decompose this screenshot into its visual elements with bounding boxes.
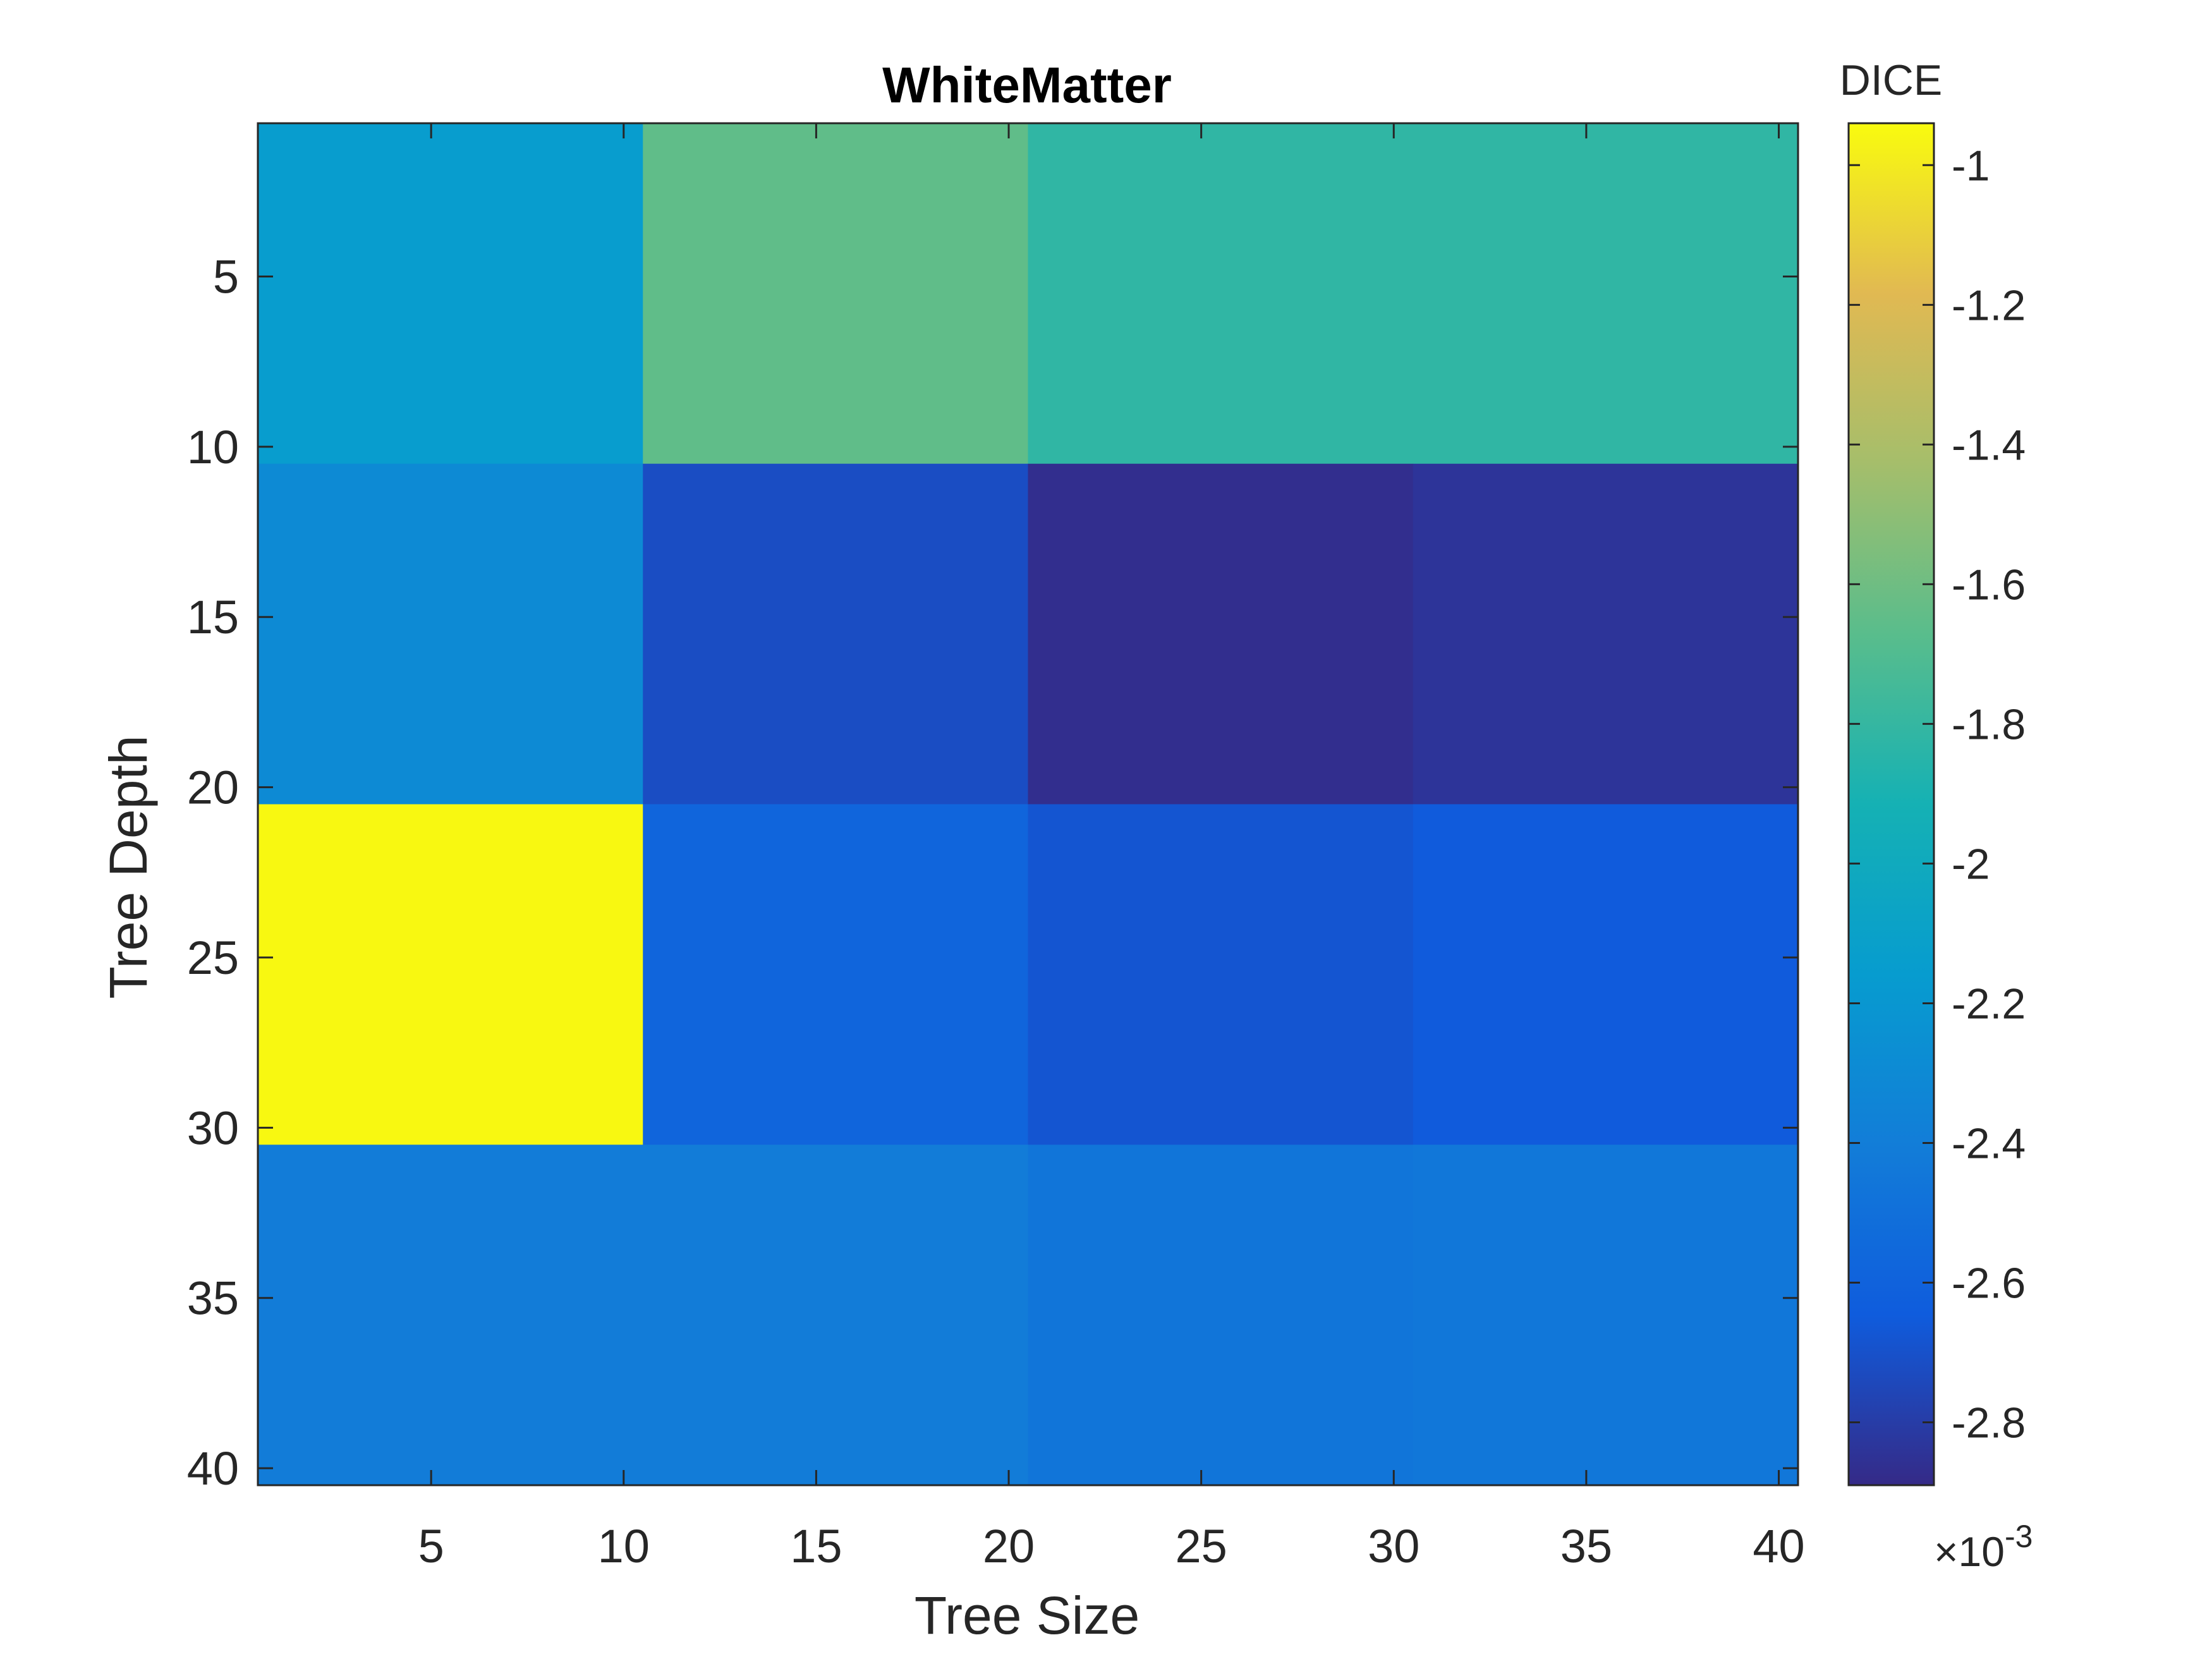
heatmap-cell bbox=[1413, 123, 1799, 465]
x-axis-ticks: 5 10 15 20 25 30 35 40 bbox=[418, 123, 1805, 1572]
axes-frame bbox=[257, 122, 1799, 1486]
axes-box bbox=[257, 122, 1799, 1486]
colorbar-tick-label: -1 bbox=[1952, 142, 1990, 190]
heatmap-cell bbox=[1413, 804, 1799, 1145]
y-tick-label: 35 bbox=[187, 1272, 239, 1325]
y-tick-label: 25 bbox=[187, 932, 239, 984]
heatmap-cells bbox=[258, 123, 1799, 1486]
chart-title: WhiteMatter bbox=[882, 57, 1172, 113]
colorbar-label: DICE bbox=[1840, 56, 1942, 104]
colorbar-tick-label: -1.8 bbox=[1952, 700, 2026, 748]
colorbar-tick-label: -1.4 bbox=[1952, 421, 2026, 469]
x-tick-label: 25 bbox=[1176, 1520, 1227, 1572]
x-tick-label: 35 bbox=[1560, 1520, 1612, 1572]
heatmap-cell bbox=[643, 1145, 1028, 1486]
colorbar-tick-label: -2.2 bbox=[1952, 980, 2026, 1028]
x-axis-label: Tree Size bbox=[915, 1586, 1139, 1645]
x-tick-label: 40 bbox=[1753, 1520, 1804, 1572]
x-tick-label: 10 bbox=[598, 1520, 650, 1572]
colorbar-tick-label: -2.4 bbox=[1952, 1119, 2026, 1167]
y-tick-label: 40 bbox=[187, 1442, 239, 1495]
x-tick-label: 5 bbox=[418, 1520, 444, 1572]
heatmap-cell bbox=[1028, 804, 1414, 1145]
colorbar-tick-label: -1.2 bbox=[1952, 281, 2026, 329]
heatmap-cell bbox=[1028, 463, 1414, 805]
colorbar-exponent-power: -3 bbox=[2005, 1519, 2033, 1554]
colorbar-ticks: -1 -1.2 -1.4 -1.6 -1.8 -2 -2.2 -2.4 -2.6 -2.8 bbox=[1849, 142, 2026, 1447]
colorbar bbox=[1847, 122, 1935, 1486]
heatmap-cell bbox=[643, 123, 1028, 465]
y-axis-ticks: 5 10 15 20 25 30 35 40 bbox=[187, 250, 1798, 1495]
colorbar-tick-label: -1.6 bbox=[1952, 561, 2026, 609]
x-tick-label: 15 bbox=[790, 1520, 842, 1572]
heatmap-cell bbox=[643, 804, 1028, 1145]
x-tick-label: 20 bbox=[983, 1520, 1035, 1572]
colorbar-tick-label: -2.8 bbox=[1952, 1399, 2026, 1447]
y-tick-label: 5 bbox=[213, 250, 239, 303]
heatmap-cell bbox=[1028, 123, 1414, 465]
y-tick-label: 20 bbox=[187, 762, 239, 814]
y-axis-label: Tree Depth bbox=[99, 735, 158, 999]
heatmap-cell bbox=[643, 463, 1028, 805]
colorbar-tick-label: -2 bbox=[1952, 840, 1990, 888]
y-tick-label: 10 bbox=[187, 421, 239, 473]
heatmap-cell bbox=[258, 1145, 643, 1486]
heatmap-cell bbox=[1028, 1145, 1414, 1486]
y-tick-label: 30 bbox=[187, 1102, 239, 1154]
colorbar-exponent-base: ×10 bbox=[1934, 1528, 2005, 1575]
heatmap-cell bbox=[258, 804, 643, 1145]
y-tick-label: 15 bbox=[187, 591, 239, 643]
heatmap-cell bbox=[258, 463, 643, 805]
heatmap-cell bbox=[1413, 463, 1799, 805]
colorbar-exponent: ×10-3 bbox=[1934, 1519, 2033, 1575]
x-tick-label: 30 bbox=[1368, 1520, 1419, 1572]
heatmap-cell bbox=[258, 123, 643, 465]
colorbar-tick-label: -2.6 bbox=[1952, 1260, 2026, 1308]
heatmap-cell bbox=[1413, 1145, 1799, 1486]
